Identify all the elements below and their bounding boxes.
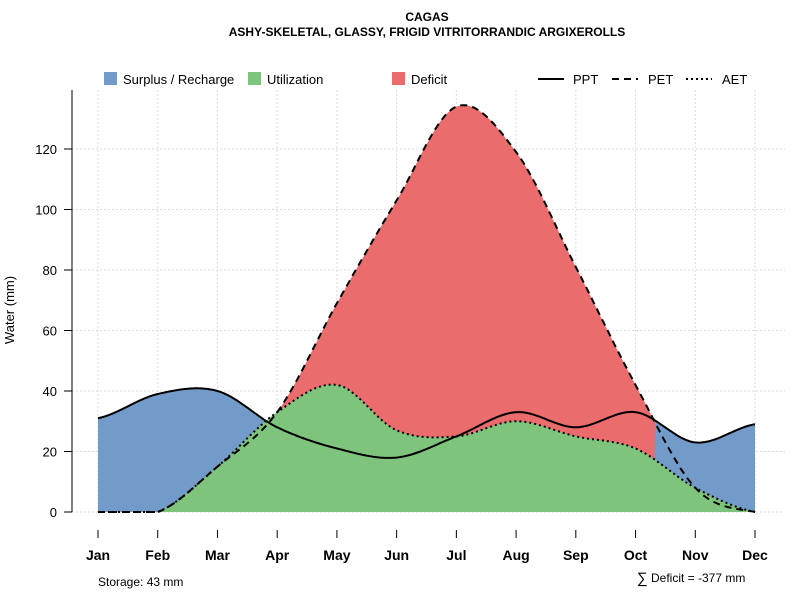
chart-subtitle: ASHY-SKELETAL, GLASSY, FRIGID VITRITORRA… <box>229 25 625 39</box>
deficit-area <box>98 105 755 512</box>
x-tick-label: Feb <box>145 547 170 563</box>
y-tick-label: 100 <box>35 203 57 218</box>
series-line-ppt <box>97 387 756 459</box>
legend-label-deficit: Deficit <box>411 72 448 87</box>
y-tick-label: 0 <box>50 505 57 520</box>
x-tick-label: Jul <box>446 547 466 563</box>
legend-label-aet: AET <box>722 72 747 87</box>
storage-annotation: Storage: 43 mm <box>98 575 183 589</box>
legend: Surplus / Recharge Utilization Deficit P… <box>104 72 747 87</box>
axes: 0 20 40 60 80 100 120 Jan Feb Mar Apr May Jun Jul Aug S… <box>35 90 768 563</box>
y-tick-label: 40 <box>43 384 57 399</box>
x-tick-label: Jan <box>86 547 110 563</box>
y-axis-label: Water (mm) <box>2 276 17 344</box>
chart-title: CAGAS <box>405 10 448 24</box>
x-tick-label: Sep <box>563 547 589 563</box>
legend-swatch-surplus <box>104 72 117 85</box>
x-tick-label: Jun <box>384 547 409 563</box>
x-tick-label: Mar <box>205 547 230 563</box>
legend-label-surplus: Surplus / Recharge <box>123 72 234 87</box>
x-tick-label: Oct <box>624 547 648 563</box>
legend-label-pet: PET <box>648 72 673 87</box>
areas <box>98 105 755 512</box>
x-tick-label: May <box>323 547 350 563</box>
y-tick-label: 80 <box>43 263 57 278</box>
x-tick-label: Apr <box>265 547 290 563</box>
legend-label-ppt: PPT <box>573 72 598 87</box>
y-tick-label: 120 <box>35 142 57 157</box>
series-line-aet <box>98 383 756 513</box>
legend-label-utilization: Utilization <box>267 72 323 87</box>
y-tick-label: 20 <box>43 445 57 460</box>
x-tick-label: Nov <box>682 547 709 563</box>
y-tick-label: 60 <box>43 324 57 339</box>
deficit-annotation: Deficit = -377 mm <box>651 571 745 585</box>
legend-swatch-utilization <box>248 72 261 85</box>
x-tick-label: Dec <box>742 547 768 563</box>
sum-symbol: ∑ <box>637 570 648 587</box>
series-lines <box>97 104 756 513</box>
x-tick-label: Aug <box>502 547 529 563</box>
legend-swatch-deficit <box>392 72 405 85</box>
